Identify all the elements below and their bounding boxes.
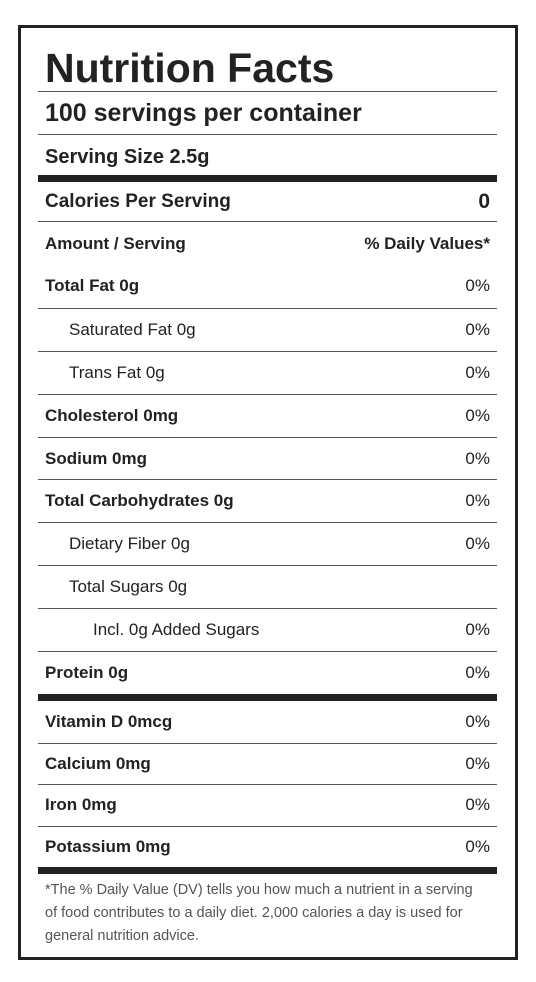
daily-value: 0% bbox=[465, 620, 490, 640]
nutrient-label: Protein 0g bbox=[45, 662, 129, 682]
daily-value: 0% bbox=[465, 276, 490, 296]
nutrient-label: Calcium 0mg bbox=[45, 753, 151, 773]
calories-label: Calories Per Serving bbox=[45, 190, 231, 212]
nutrient-label: Total Sugars 0g bbox=[69, 577, 188, 597]
nutrient-label: Vitamin D 0mcg bbox=[45, 711, 173, 731]
divider bbox=[38, 91, 497, 92]
nutrition-label: Nutrition Facts 100 servings per contain… bbox=[18, 25, 518, 960]
daily-value: 0% bbox=[465, 753, 490, 773]
nutrient-label: Saturated Fat 0g bbox=[69, 319, 196, 339]
nutrient-label: Iron 0mg bbox=[45, 795, 117, 815]
title: Nutrition Facts bbox=[45, 45, 335, 91]
nutrient-row: Total Sugars 0g bbox=[38, 565, 497, 608]
nutrient-row: Cholesterol 0mg 0% bbox=[38, 393, 497, 437]
thick-divider bbox=[38, 867, 497, 874]
calories-value: 0 bbox=[478, 189, 490, 213]
nutrient-row: Dietary Fiber 0g 0% bbox=[38, 522, 497, 565]
nutrient-label: Incl. 0g Added Sugars bbox=[93, 620, 260, 640]
nutrient-label: Trans Fat 0g bbox=[69, 362, 165, 382]
nutrient-row: Calcium 0mg 0% bbox=[38, 742, 497, 785]
nutrient-row: Potassium 0mg 0% bbox=[38, 825, 497, 868]
nutrient-list: Total Fat 0g 0% Saturated Fat 0g 0% Trans Fa… bbox=[38, 265, 497, 694]
nutrient-row: Protein 0g 0% bbox=[38, 651, 497, 694]
daily-header: % Daily Values* bbox=[364, 233, 490, 253]
daily-value: 0% bbox=[465, 534, 490, 554]
nutrient-row: Trans Fat 0g 0% bbox=[38, 350, 497, 394]
header-row: Amount / Serving % Daily Values* bbox=[38, 221, 497, 265]
thick-divider bbox=[38, 694, 497, 701]
daily-value: 0% bbox=[465, 662, 490, 682]
nutrient-label: Total Carbohydrates 0g bbox=[45, 491, 234, 511]
vitamin-list: Vitamin D 0mcg 0% Calcium 0mg 0% Iron 0mg 0% P… bbox=[38, 701, 497, 867]
serving-size: Serving Size 2.5g bbox=[45, 146, 210, 168]
nutrient-label: Cholesterol 0mg bbox=[45, 405, 179, 425]
daily-value: 0% bbox=[465, 448, 490, 468]
nutrient-label: Potassium 0mg bbox=[45, 836, 171, 856]
nutrient-row: Vitamin D 0mcg 0% bbox=[38, 701, 497, 743]
thick-divider bbox=[38, 175, 497, 182]
nutrient-label: Sodium 0mg bbox=[45, 448, 148, 468]
daily-value: 0% bbox=[465, 319, 490, 339]
nutrient-row: Incl. 0g Added Sugars 0% bbox=[38, 608, 497, 651]
daily-value: 0% bbox=[465, 711, 490, 731]
daily-value: 0% bbox=[465, 795, 490, 815]
nutrient-label: Total Fat 0g bbox=[45, 276, 140, 296]
nutrient-row: Saturated Fat 0g 0% bbox=[38, 307, 497, 351]
daily-value: 0% bbox=[465, 491, 490, 511]
nutrient-row: Total Carbohydrates 0g 0% bbox=[38, 479, 497, 522]
daily-value: 0% bbox=[465, 362, 490, 382]
footnote: *The % Daily Value (DV) tells you how mu… bbox=[45, 882, 473, 944]
nutrient-row: Sodium 0mg 0% bbox=[38, 436, 497, 480]
daily-value: 0% bbox=[465, 405, 490, 425]
daily-value: 0% bbox=[465, 836, 490, 856]
nutrient-row: Total Fat 0g 0% bbox=[38, 265, 497, 308]
calories-row: Calories Per Serving 0 bbox=[38, 182, 497, 221]
servings: 100 servings per container bbox=[45, 99, 362, 127]
divider bbox=[38, 134, 497, 135]
amount-header: Amount / Serving bbox=[45, 233, 186, 253]
nutrient-label: Dietary Fiber 0g bbox=[69, 534, 190, 554]
nutrient-row: Iron 0mg 0% bbox=[38, 784, 497, 826]
